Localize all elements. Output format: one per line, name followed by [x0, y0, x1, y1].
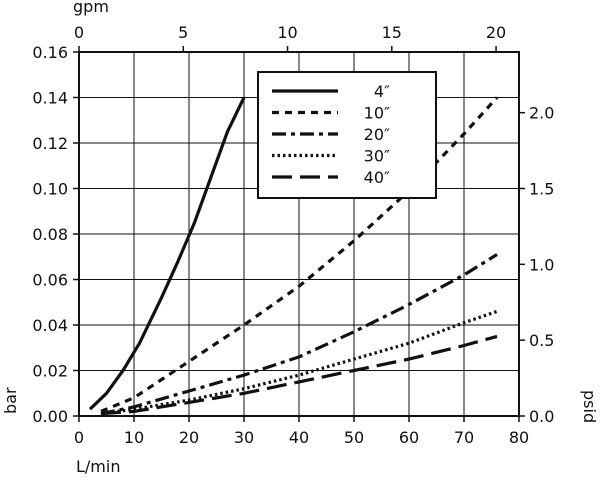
legend-label-1: 4″: [374, 82, 390, 101]
y2-tick-label: 1.5: [529, 180, 554, 199]
x2-axis-title: gpm: [73, 0, 109, 16]
y2-tick-label: 2.0: [529, 104, 554, 123]
y-tick-label: 0.02: [32, 362, 68, 381]
y-tick-label: 0.06: [32, 271, 68, 290]
x-tick-label: 70: [454, 428, 474, 447]
legend-label-2: 10″: [364, 104, 390, 123]
x2-tick-label: 15: [382, 23, 402, 42]
x-tick-label: 0: [74, 428, 84, 447]
y-tick-label: 0.04: [32, 316, 68, 335]
series-line-3: [100, 253, 498, 416]
x2-tick-label: 20: [486, 23, 506, 42]
x-tick-label: 60: [399, 428, 419, 447]
legend-label-4: 30″: [364, 147, 390, 166]
y-tick-label: 0.00: [32, 407, 68, 426]
x-tick-label: 50: [344, 428, 364, 447]
x-tick-label: 10: [124, 428, 144, 447]
x-tick-label: 30: [234, 428, 254, 447]
y-tick-label: 0.16: [32, 43, 68, 62]
series-lines: [88, 96, 499, 416]
y-tick-label: 0.10: [32, 180, 68, 199]
legend-label-5: 40″: [364, 168, 390, 187]
legend: 4″ 10″ 20″ 30″ 40″: [257, 71, 437, 199]
x-tick-label: 20: [179, 428, 199, 447]
y-tick-label: 0.08: [32, 225, 68, 244]
y2-tick-label: 0.5: [529, 331, 554, 350]
x2-tick-label: 10: [277, 23, 297, 42]
legend-label-3: 20″: [364, 125, 390, 144]
series-line-4: [100, 309, 498, 416]
y-tick-label: 0.14: [32, 89, 68, 108]
y2-tick-label: 0.0: [529, 407, 554, 426]
y2-tick-label: 1.0: [529, 255, 554, 274]
series-line-5: [100, 334, 498, 416]
series-line-2: [100, 96, 499, 413]
y2-axis-title: psid: [580, 390, 599, 423]
y-axis-title: bar: [1, 387, 20, 414]
series-line-1: [88, 96, 246, 411]
x-tick-label: 40: [289, 428, 309, 447]
x-tick-label: 80: [509, 428, 529, 447]
tick-labels: 0 10 20 30 40 50 60 70 800.000.020.040.060.080.1…: [32, 23, 554, 447]
y-tick-label: 0.12: [32, 134, 68, 153]
x2-tick-label: 5: [178, 23, 188, 42]
x2-tick-label: 0: [74, 23, 84, 42]
x-axis-title: L/min: [76, 457, 120, 476]
